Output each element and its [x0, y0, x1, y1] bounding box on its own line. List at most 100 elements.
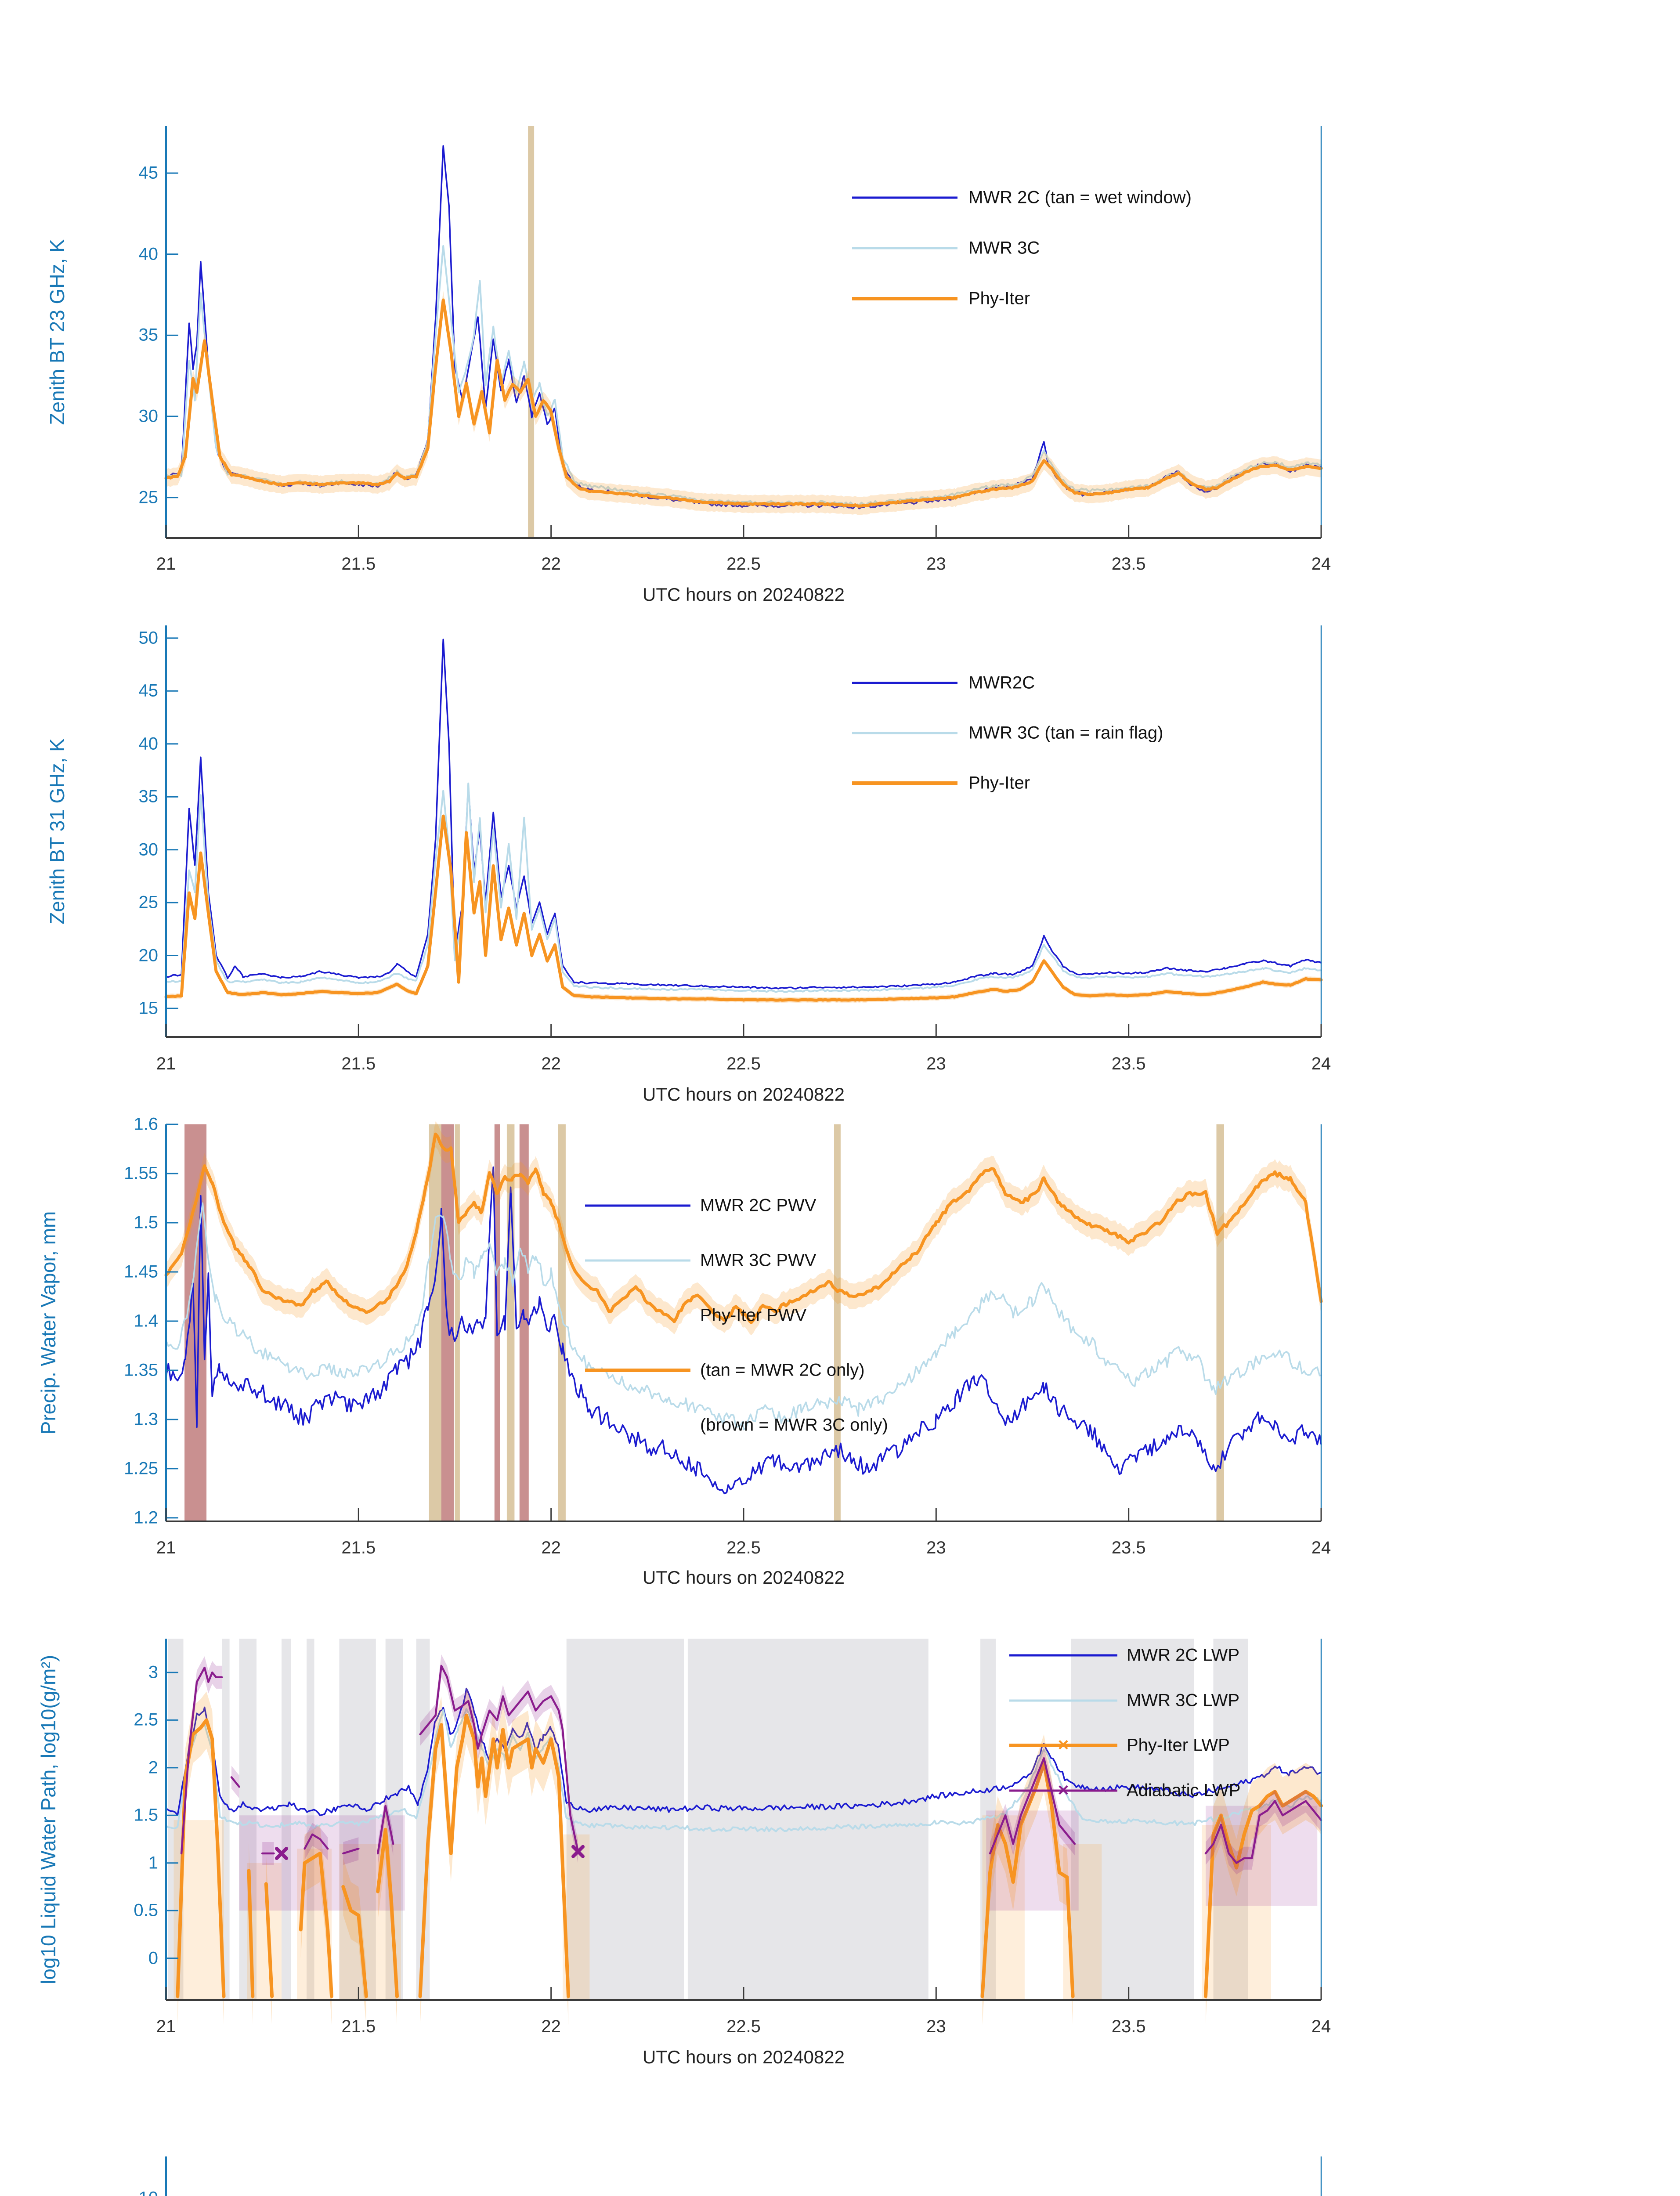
band-tan-3: [455, 1124, 460, 1521]
x-tick-label: 22.5: [726, 554, 761, 574]
series-mwr-3c-lwp-line: [165, 1708, 1322, 1833]
y-tick-label: 15: [138, 998, 159, 1018]
y-tick-label: 1.45: [124, 1262, 158, 1282]
x-tick-label: 22.5: [726, 2017, 761, 2036]
x-tick-label: 21: [156, 554, 176, 574]
legend-label: (tan = MWR 2C only): [700, 1360, 865, 1380]
y-tick-label: 1.55: [124, 1163, 158, 1183]
x-tick-label: 21: [156, 1054, 176, 1073]
series-phy-iter-lwp-envelope: [1206, 1763, 1321, 2025]
y-tick-label: 50: [138, 628, 159, 648]
series-phy-iter-pwv-envelope: [166, 1121, 1321, 1336]
x-tick-label: 23: [926, 1538, 946, 1557]
series-mwr2c-line: [165, 639, 1322, 990]
x-tick-label: 24: [1311, 1054, 1331, 1073]
series-phy-iter-lwp-line-6: [418, 1713, 571, 1998]
x-tick-label: 23.5: [1111, 2017, 1146, 2036]
x-tick-label: 23.5: [1111, 554, 1146, 574]
legend-label: MWR 2C PWV: [700, 1196, 817, 1215]
series-adiabatic-lwp-line-6: [419, 1665, 579, 1853]
legend-label: Phy-Iter: [968, 773, 1030, 793]
y-tick-label: 25: [138, 892, 159, 912]
x-tick-label: 21: [156, 1538, 176, 1557]
x-marker-icon-0: [275, 1847, 288, 1860]
panel3-ylabel: Precip. Water Vapor, mm: [37, 1211, 60, 1435]
series-phy-iter-lwp-line: [176, 1718, 226, 1998]
legend-swatch-orange: [1009, 1744, 1117, 1747]
legend-label: MWR 3C: [968, 238, 1040, 258]
series-adiabatic-lwp-line-5: [376, 1805, 394, 1855]
legend-swatch-orange: [585, 1369, 690, 1372]
x-marker-icon: ✕: [1057, 1782, 1070, 1799]
band-tan-9: [1216, 1124, 1224, 1521]
legend-label: Adiabatic LWP: [1127, 1781, 1241, 1800]
legend-swatch-lightblue: [852, 247, 957, 249]
series-adiabatic-lwp-line: [180, 1666, 223, 1855]
x-tick-label: 23.5: [1111, 1538, 1146, 1557]
legend-swatch-lightblue: [852, 732, 957, 734]
x-tick-label: 22.5: [726, 1054, 761, 1073]
y-tick-label: 1.5: [134, 1213, 158, 1232]
legend-swatch-orange: [852, 297, 957, 300]
series-phy-iter-lwp-line-5: [376, 1828, 399, 1998]
y-tick-label: 1.2: [134, 1508, 158, 1528]
x-tick-label: 22: [541, 1054, 561, 1073]
x-tick-label: 21.5: [341, 1054, 376, 1073]
panel1-xlabel: UTC hours on 20240822: [643, 584, 845, 605]
y-tick-label: 1.35: [124, 1360, 158, 1380]
series-phy-iter-lwp-line-7: [980, 1761, 1075, 1998]
x-tick-label: 23: [926, 554, 946, 574]
y-tick-label: 35: [138, 787, 159, 806]
y-tick-label: 10: [139, 2189, 159, 2196]
x-tick-label: 23: [926, 2017, 946, 2036]
series-phy-iter-lwp-line-2: [264, 1882, 274, 1998]
x-tick-label: 23: [926, 1054, 946, 1073]
series-adiabatic-lwp-line-1: [230, 1776, 240, 1788]
panel4-ylabel: log10 Liquid Water Path, log10(g/m²): [37, 1654, 60, 1984]
series-phy-iter-pwv-line: [164, 1132, 1323, 1324]
x-tick-label: 24: [1311, 554, 1331, 574]
y-tick-label: 3: [148, 1662, 158, 1682]
y-tick-label: 45: [138, 163, 159, 183]
band-gray-8: [566, 1639, 684, 2000]
legend-swatch-blue: [852, 682, 957, 684]
legend-label: MWR 2C (tan = wet window): [968, 188, 1192, 207]
series-adiabatic-lwp-line-7: [989, 1757, 1076, 1855]
y-tick-label: 0.5: [134, 1900, 158, 1920]
band-brown-0: [184, 1124, 207, 1521]
x-tick-label: 21.5: [341, 1538, 376, 1557]
y-tick-label: 1: [148, 1853, 158, 1873]
legend-label: MWR 3C LWP: [1127, 1690, 1240, 1710]
series-adiabatic-lwp-line-4: [342, 1847, 360, 1855]
y-tick-label: 1.4: [134, 1311, 158, 1331]
band-gray-2: [239, 1639, 257, 2000]
y-tick-label: 0: [148, 1948, 158, 1968]
legend-swatch-orange: [852, 781, 957, 785]
legend-label: Phy-Iter: [968, 289, 1030, 308]
series-mwr-2c-lwp-line: [165, 1687, 1322, 1817]
series-phy-iter-lwp-line-8: [1204, 1790, 1323, 1998]
x-tick-label: 24: [1311, 2017, 1331, 2036]
x-tick-label: 21.5: [341, 2017, 376, 2036]
x-tick-label: 21.5: [341, 554, 376, 574]
band-gray-4: [307, 1639, 314, 2000]
y-tick-label: 40: [138, 734, 159, 754]
legend-swatch-lightblue: [1009, 1699, 1117, 1702]
panel1-ylabel: Zenith BT 23 GHz, K: [46, 239, 69, 425]
series-adiabatic-lwp-line-3: [303, 1833, 329, 1850]
legend-swatch-blue: [585, 1204, 690, 1207]
band-gray-3: [282, 1639, 291, 2000]
series-phy-iter-line: [164, 814, 1323, 1002]
band-tan-1: [429, 1124, 441, 1521]
panel2-ylabel: Zenith BT 31 GHz, K: [46, 738, 69, 925]
legend-label: MWR 3C (tan = rain flag): [968, 723, 1163, 743]
x-tick-label: 22.5: [726, 1538, 761, 1557]
x-tick-label: 22: [541, 554, 561, 574]
band-tanSoft-16: [339, 1844, 401, 2000]
y-tick-label: 45: [138, 681, 159, 701]
band-brown-6: [519, 1124, 529, 1521]
band-gray-9: [687, 1639, 929, 2000]
y-tick-label: 40: [138, 244, 159, 264]
